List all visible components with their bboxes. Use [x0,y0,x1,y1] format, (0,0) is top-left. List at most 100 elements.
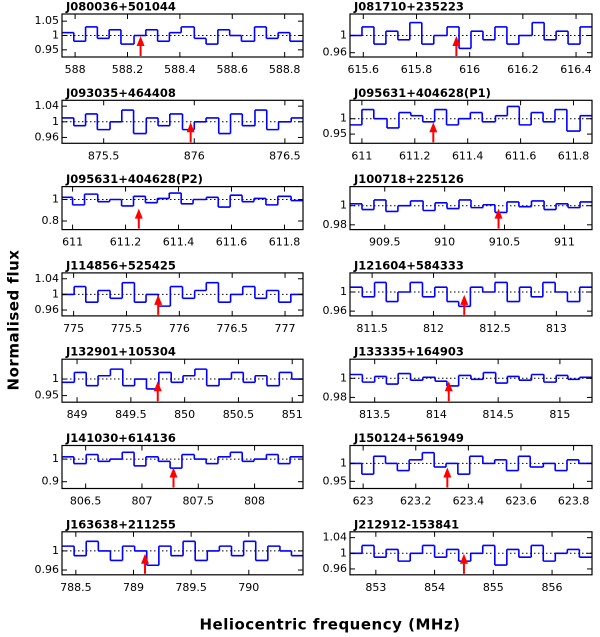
x-tick-label: 808 [244,495,265,508]
spectrum [350,105,592,132]
panel: J095631+404628(P2) 611 611.2 611.4 611.6 611.… [42,172,304,249]
panel-title: J163638+211255 [65,517,176,531]
plot-frame [349,186,593,231]
arrow-head [136,36,145,46]
y-tick-label: 1 [340,112,347,125]
x-tick-label: 611.4 [163,236,195,249]
plot-frame [349,358,593,403]
line-marker-arrow [460,294,469,315]
y-tick-label: 1 [52,372,59,385]
arrow-head [443,467,452,478]
x-tick-label: 623.8 [558,495,590,508]
y-tick-label: 1 [340,546,347,559]
spectrum [62,281,303,307]
panel-title: J150124+561949 [353,431,464,445]
arrow-head [429,122,438,133]
y-tick-label: 0.95 [35,389,60,402]
arrow-head [444,381,453,392]
x-tick-label: 776 [169,322,190,335]
x-tick-label: 814 [426,408,447,421]
x-tick-label: 611.6 [505,149,537,162]
x-tick-label: 588.6 [217,63,249,76]
line-marker-arrow [429,122,438,143]
line-marker-arrow [169,467,178,488]
y-tick-label: 1.05 [35,14,60,27]
line-marker-arrow [444,381,453,402]
arrow-head [452,36,461,46]
panel: J080036+501044 588 588.2 588.4 588.6 588.8 0.9… [35,0,304,76]
x-tick-label: 813 [546,322,567,335]
x-tick-label: 611 [62,236,83,249]
arrow-head [169,467,178,478]
spectrum [350,451,592,475]
x-tick-label: 611 [351,149,372,162]
x-tick-label: 623.4 [453,495,485,508]
x-tick-label: 854 [424,581,445,594]
panel-title: J121604+584333 [353,258,464,272]
line-marker-arrow [443,467,452,488]
x-tick-label: 777 [275,322,296,335]
x-tick-label: 775 [63,322,84,335]
y-tick-label: 1 [340,371,347,384]
x-tick-label: 789 [123,581,144,594]
line-marker-arrow [459,553,468,574]
spectrum [62,451,303,469]
arrow-head [494,208,503,219]
plot-frame [349,444,593,490]
arrow-head [186,122,195,133]
y-tick-label: 1 [52,544,59,557]
x-axis-label: Heliocentric frequency (MHz) [199,616,460,634]
line-marker-arrow [494,208,503,229]
panel: J095631+404628(P1) 611 611.2 611.4 611.6 611.… [323,86,593,162]
spectrum [62,26,303,45]
y-axis-label: Normalised flux [5,250,23,391]
x-tick-label: 611.4 [452,149,484,162]
arrow-head [134,208,143,219]
y-tick-label: 0.96 [35,563,60,576]
y-tick-label: 1 [340,199,347,212]
x-tick-label: 611.6 [216,236,248,249]
line-marker-arrow [452,36,461,56]
x-tick-label: 807.5 [183,495,215,508]
x-tick-label: 588 [65,63,86,76]
spectrum [62,192,303,208]
x-tick-label: 815 [549,408,570,421]
y-tick-label: 0.8 [42,214,60,227]
panel-title: J081710+235223 [353,0,464,14]
plot-frame [61,358,304,403]
y-tick-label: 0.95 [35,43,60,56]
y-tick-label: 1 [340,29,347,42]
spectrum [350,281,592,308]
x-tick-label: 776.5 [216,322,248,335]
panel-title: J095631+404628(P1) [353,86,491,100]
panel: J121604+584333 811.5 812 812.5 813 0.96 1 [323,258,593,335]
y-tick-label: 0.95 [323,127,348,140]
y-tick-label: 1.04 [35,272,60,285]
x-tick-label: 849.5 [115,408,147,421]
x-tick-label: 851 [282,408,303,421]
x-tick-label: 911 [554,236,575,249]
x-tick-label: 910.5 [489,236,521,249]
panel: J163638+211255 788.5 789 789.5 790 0.96 1 [35,517,304,594]
spectrum [350,21,592,50]
x-tick-label: 850.5 [223,408,255,421]
panel: J212912-153841 853 854 855 856 0.96 1 1.04 [323,517,593,594]
x-tick-label: 616.2 [507,63,539,76]
panel-title: J133335+164903 [353,345,464,359]
x-tick-label: 876 [184,149,205,162]
x-tick-label: 616.4 [560,63,592,76]
x-tick-label: 615.8 [401,63,433,76]
x-tick-label: 588.4 [164,63,196,76]
spectrum [350,544,592,566]
plot-frame [349,99,593,144]
x-tick-label: 623.2 [400,495,432,508]
x-tick-label: 611.2 [110,236,142,249]
spectrum [62,540,303,567]
y-tick-label: 0.98 [323,218,348,231]
x-tick-label: 813.5 [359,408,391,421]
x-tick-label: 611.8 [558,149,590,162]
y-tick-label: 0.96 [323,304,348,317]
line-marker-arrow [134,208,143,229]
x-tick-label: 812.5 [479,322,511,335]
panel-title: J212912-153841 [353,517,459,531]
